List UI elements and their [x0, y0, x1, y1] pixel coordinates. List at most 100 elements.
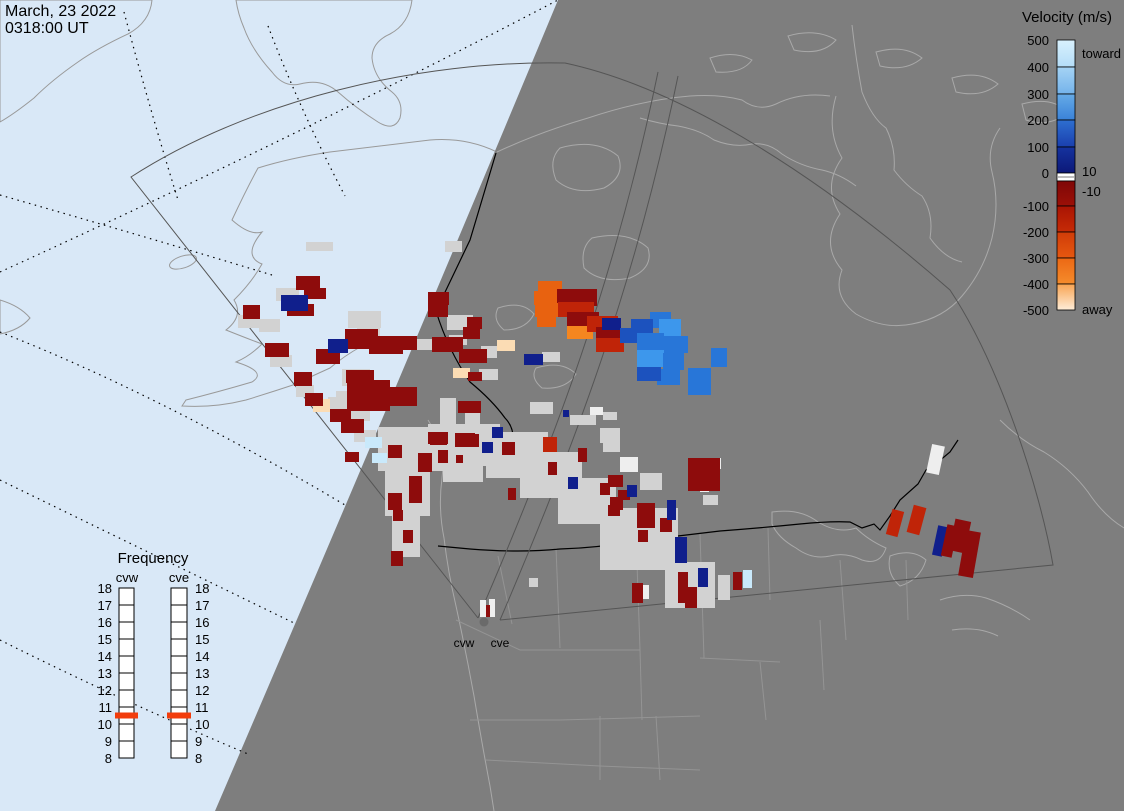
velocity-cell: [958, 530, 981, 578]
legend-tick-label: 300: [1027, 87, 1049, 102]
alaska-landmass: [181, 139, 498, 407]
frequency-panel: Frequency cvw cve 18 18 17 17 16 16 15 15 14 14 13…: [98, 550, 210, 766]
velocity-cell: [659, 319, 681, 337]
frequency-tick-label: 16: [195, 615, 209, 630]
radar-site-dot: [479, 617, 489, 627]
velocity-cell: [346, 370, 374, 383]
siberia-landmass: [0, 0, 153, 123]
velocity-cell: [456, 455, 463, 463]
velocity-cell: [438, 450, 448, 463]
velocity-cell: [489, 599, 495, 617]
velocity-cell: [637, 503, 655, 528]
velocity-cell: [931, 525, 949, 557]
frequency-tick-label: 18: [195, 581, 209, 596]
velocity-cell: [428, 292, 449, 305]
legend-tick-label: -100: [1023, 199, 1049, 214]
velocity-cell: [416, 339, 433, 350]
velocity-cell: [926, 443, 945, 476]
night-side-terminator-region: [215, 0, 1124, 811]
velocity-cell: [602, 318, 621, 330]
frequency-tick-label: 8: [105, 751, 112, 766]
velocity-cell: [388, 445, 402, 458]
velocity-cell: [459, 349, 487, 363]
velocity-cell: [703, 495, 718, 505]
velocity-cell: [328, 339, 348, 353]
frequency-tick-label: 14: [98, 649, 112, 664]
velocity-cell: [465, 413, 480, 425]
velocity-cell: [502, 442, 515, 455]
frequency-tick-label: 11: [195, 700, 209, 715]
velocity-cell: [432, 337, 463, 352]
radar-label-cvw: cvw: [454, 636, 475, 650]
velocity-cell: [608, 475, 623, 487]
velocity-cell: [482, 442, 493, 453]
velocity-cell: [348, 408, 370, 421]
velocity-cell: [330, 409, 351, 422]
velocity-cell: [542, 352, 560, 362]
velocity-cell: [243, 305, 260, 319]
velocity-cell: [418, 453, 432, 472]
velocity-legend: Velocity (m/s) 500 400 300 200 100 0 -100 -200 -…: [1022, 9, 1121, 318]
velocity-cell: [428, 432, 448, 444]
velocity-cell: [596, 338, 624, 352]
st-lawrence-island: [169, 254, 197, 270]
velocity-cell: [305, 393, 323, 406]
frequency-tick-label: 8: [195, 751, 202, 766]
velocity-cell: [458, 401, 481, 413]
velocity-cell: [534, 291, 559, 305]
velocity-cell: [688, 458, 720, 491]
velocity-cell: [637, 333, 664, 350]
velocity-cell: [396, 520, 410, 531]
velocity-cell: [457, 434, 479, 447]
night-side-coastlines: [427, 24, 1124, 811]
date-text: March, 23 2022: [5, 3, 116, 20]
velocity-cell: [281, 295, 308, 311]
velocity-cell: [637, 367, 661, 381]
frequency-tick-label: 15: [98, 632, 112, 647]
velocity-cell: [578, 448, 587, 462]
velocity-cell: [568, 477, 578, 489]
frequency-marker: [167, 712, 191, 719]
velocity-cell: [543, 437, 557, 452]
velocity-data-cells: [238, 241, 981, 617]
velocity-cell: [906, 504, 927, 536]
velocity-cell: [445, 241, 462, 252]
velocity-cell: [627, 485, 637, 497]
velocity-cell: [468, 372, 482, 381]
frequency-tick-label: 11: [99, 700, 113, 715]
graticule: [0, 0, 559, 755]
legend-segment: [1056, 283, 1076, 311]
frequency-tick-label: 13: [98, 666, 112, 681]
legend-segment: [1056, 119, 1076, 148]
velocity-cell: [600, 483, 610, 495]
velocity-cell: [480, 600, 486, 617]
velocity-cell: [294, 372, 312, 386]
velocity-cell: [685, 587, 697, 608]
velocity-cell: [620, 457, 638, 472]
velocity-cell: [698, 568, 708, 587]
velocity-cell: [524, 354, 543, 365]
frequency-column-label-cvw: cvw: [116, 570, 139, 585]
velocity-cell: [393, 510, 403, 521]
velocity-cell: [600, 428, 620, 443]
velocity-cell: [885, 508, 905, 538]
velocity-cell: [529, 578, 538, 587]
velocity-legend-title: Velocity (m/s): [1022, 9, 1112, 26]
frequency-tick-label: 13: [195, 666, 209, 681]
frequency-marker: [115, 712, 138, 719]
velocity-cell: [743, 570, 752, 588]
velocity-cell: [660, 518, 672, 532]
legend-segment: [1056, 93, 1076, 121]
velocity-cell: [711, 348, 727, 367]
velocity-cell: [428, 304, 448, 317]
velocity-cell: [306, 242, 333, 251]
velocity-cell: [640, 473, 662, 490]
legend-segment: [1056, 231, 1076, 259]
frequency-tick-label: 17: [195, 598, 209, 613]
velocity-cell: [372, 453, 387, 463]
velocity-cell: [663, 353, 684, 370]
away-label: away: [1082, 302, 1113, 317]
legend-tick-label: -400: [1023, 277, 1049, 292]
radar-label-cve: cve: [491, 636, 510, 650]
